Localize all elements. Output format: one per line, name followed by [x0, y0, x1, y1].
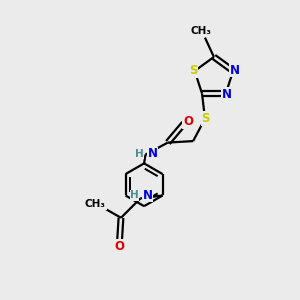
Text: H: H: [135, 149, 144, 159]
Text: N: N: [143, 189, 153, 202]
Text: O: O: [114, 240, 124, 253]
Text: S: S: [201, 112, 210, 125]
Text: O: O: [183, 115, 193, 128]
Text: CH₃: CH₃: [191, 26, 212, 36]
Text: H: H: [130, 190, 139, 200]
Text: S: S: [189, 64, 197, 77]
Text: CH₃: CH₃: [85, 200, 106, 209]
Text: N: N: [148, 147, 158, 161]
Text: N: N: [230, 64, 240, 76]
Text: N: N: [222, 88, 232, 101]
